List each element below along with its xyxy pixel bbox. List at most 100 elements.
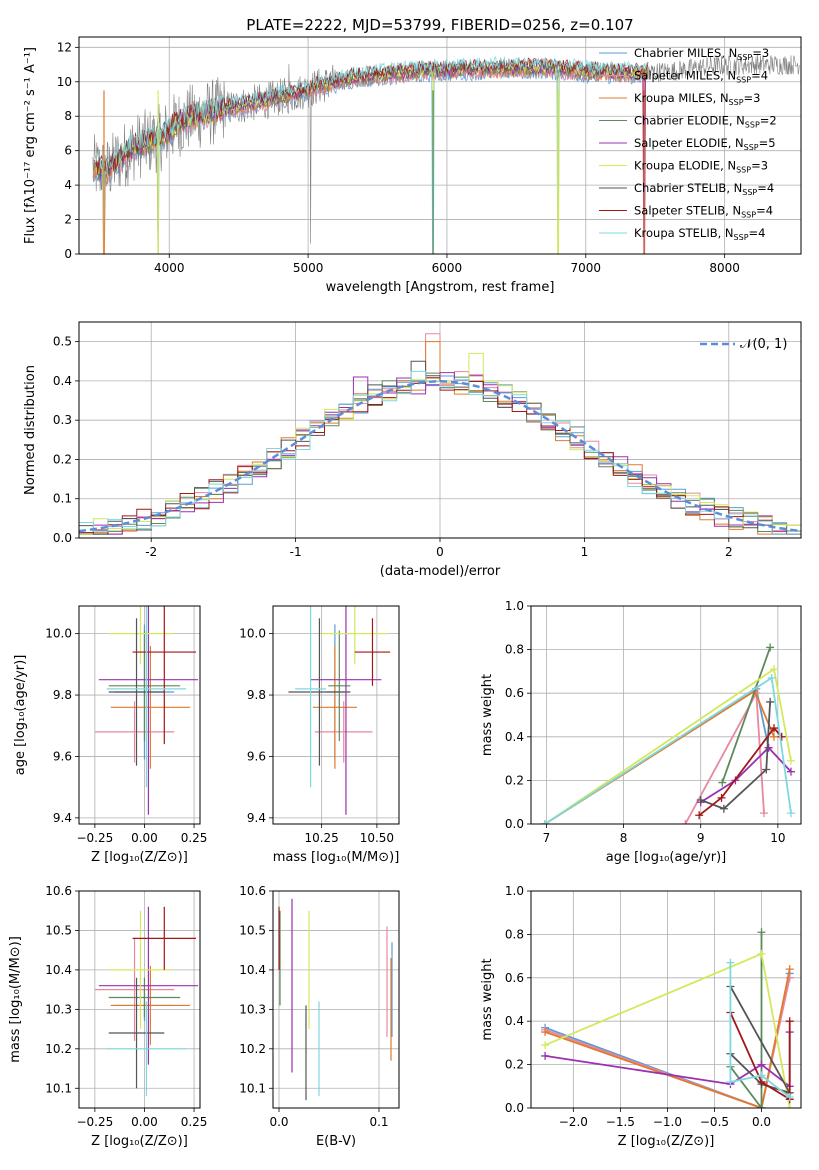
weight-series-line bbox=[700, 746, 792, 803]
residuals-tick-label-x: 0 bbox=[436, 545, 444, 559]
mass_vs_Z-tick-label-y: 10.3 bbox=[45, 1002, 72, 1016]
weight-point-marker bbox=[541, 1028, 550, 1037]
errorbar-point bbox=[108, 977, 165, 1089]
weight-series-line bbox=[544, 968, 791, 1108]
weight_vs_Z-tick-label-y: 0.4 bbox=[505, 1014, 524, 1028]
legend-entry-sub: SSP bbox=[729, 98, 744, 107]
weight_vs_age-tick-label-x: 9 bbox=[697, 831, 705, 845]
weight_vs_age-tick-label-y: 0.6 bbox=[505, 686, 524, 700]
axes-frame bbox=[78, 36, 802, 255]
weight-point-marker bbox=[717, 793, 726, 802]
age_vs_Z-tick-label-y: 10.0 bbox=[45, 627, 72, 641]
mass_vs_ebv-tick-label-y: 10.1 bbox=[239, 1081, 266, 1095]
legend-entry-label: Kroupa ELODIE, N bbox=[634, 159, 736, 173]
weight-point-marker bbox=[777, 732, 786, 741]
legend-entry-label: Kroupa MILES, N bbox=[634, 91, 729, 105]
errorbar-point bbox=[310, 606, 382, 815]
weight-series-line bbox=[729, 1012, 791, 1101]
age_vs_mass-tick-label-x: 10.50 bbox=[360, 831, 394, 845]
legend-entry: Chabrier MILES, NSSP=3 bbox=[634, 46, 769, 62]
errorbar-point bbox=[110, 965, 191, 1045]
weight-point-marker bbox=[696, 796, 705, 805]
weight_vs_Z-tick-label-x: −1.5 bbox=[606, 1115, 635, 1129]
weight_vs_Z-tick-label-y: 0.2 bbox=[505, 1058, 524, 1072]
weight-point-marker bbox=[767, 673, 776, 682]
spectrum-tick-label-x: 6000 bbox=[432, 261, 463, 275]
legend-entry-label: Kroupa STELIB, N bbox=[634, 226, 734, 240]
residuals-tick-label-x: 2 bbox=[725, 545, 733, 559]
legend-entry-suffix: =4 bbox=[756, 204, 773, 218]
age_vs_Z-xlabel: Z [log₁₀(Z/Z⊙)] bbox=[91, 850, 188, 865]
weight-point-marker bbox=[757, 1071, 766, 1080]
errorbar-point bbox=[132, 606, 197, 745]
weight-point-marker bbox=[785, 1093, 794, 1102]
age_vs_mass-tick-label-x: 10.25 bbox=[304, 831, 338, 845]
residuals-tick-label-y: 0.0 bbox=[53, 531, 72, 545]
weight_vs_age-ylabel: mass weight bbox=[480, 674, 495, 756]
weight-point-marker bbox=[757, 1104, 766, 1108]
axes-frame bbox=[530, 605, 802, 825]
errorbar-point bbox=[312, 645, 357, 769]
mass_vs_Z-tick-label-y: 10.6 bbox=[45, 884, 72, 898]
weight_vs_age-tick-label-y: 0.8 bbox=[505, 643, 524, 657]
errorbar-point bbox=[108, 910, 173, 1030]
age_vs_Z-tick-label-x: 0.25 bbox=[181, 831, 208, 845]
residuals-tick-label-y: 0.1 bbox=[53, 492, 72, 506]
age_vs_mass-axes: 10.25 10.50 9.4 9.6 9.8 10.0 mass [log₁₀(M/M⊙)… bbox=[239, 606, 399, 865]
errorbar-point bbox=[315, 701, 373, 763]
mass_vs_Z-tick-label-y: 10.1 bbox=[45, 1081, 72, 1095]
mass_vs_Z-tick-label-x: 0.00 bbox=[131, 1115, 158, 1129]
age_vs_mass-tick-label-y: 9.8 bbox=[247, 688, 266, 702]
spectrum-tick-label-x: 8000 bbox=[709, 261, 740, 275]
errorbar-point bbox=[94, 938, 175, 1041]
errorbar-point bbox=[106, 1001, 187, 1097]
residuals-tick-label-x: -1 bbox=[290, 545, 302, 559]
legend-entry-label: Chabrier ELODIE, N bbox=[634, 114, 745, 128]
residuals-tick-label-y: 0.5 bbox=[53, 335, 72, 349]
weight-point-marker bbox=[770, 732, 778, 741]
mass_vs_Z-tick-label-y: 10.2 bbox=[45, 1042, 72, 1056]
age_vs_Z-plot-area bbox=[94, 606, 199, 815]
weight_vs_age-tick-label-y: 0.2 bbox=[505, 773, 524, 787]
mass_vs_ebv-tick-label-y: 10.5 bbox=[239, 923, 266, 937]
legend-entry-sub: SSP bbox=[741, 211, 756, 220]
weight_vs_age-xlabel: age [log₁₀(age/yr)] bbox=[606, 850, 727, 865]
legend-entry-suffix: =3 bbox=[752, 46, 769, 60]
legend-entry: Kroupa STELIB, NSSP=4 bbox=[634, 226, 765, 242]
axes-frame bbox=[78, 890, 201, 1109]
age_vs_Z-axes: −0.25 0.00 0.25 9.4 9.6 9.8 10.0 Z [log₁₀(Z/Z⊙)… bbox=[13, 606, 207, 865]
errorbar-point bbox=[321, 606, 388, 665]
legend-entry-sub: SSP bbox=[734, 233, 749, 242]
legend-entry-sub: SSP bbox=[736, 76, 751, 85]
weight-point-marker bbox=[785, 1017, 794, 1026]
spectrum-tick-label-y: 4 bbox=[64, 178, 72, 192]
weight-point-marker bbox=[766, 697, 775, 706]
legend-entry-suffix: =3 bbox=[744, 91, 761, 105]
age_vs_Z-ylabel: age [log₁₀(age/yr)] bbox=[13, 655, 28, 776]
weight_vs_Z-tick-label-x: −2.0 bbox=[559, 1115, 588, 1129]
legend-entry: Kroupa MILES, NSSP=3 bbox=[634, 91, 760, 107]
residuals-tick-label-y: 0.4 bbox=[53, 374, 72, 388]
weight_vs_Z-xlabel: Z [log₁₀(Z/Z⊙)] bbox=[618, 1134, 715, 1149]
mass_vs_Z-plot-area bbox=[94, 906, 199, 1097]
residual-histogram-step bbox=[79, 370, 801, 535]
errorbar-point bbox=[106, 606, 187, 788]
spectrum-tick-label-x: 7000 bbox=[571, 261, 602, 275]
spectrum-tick-label-y: 2 bbox=[64, 213, 72, 227]
weight-point-marker bbox=[681, 820, 690, 824]
legend-entry-suffix: =4 bbox=[757, 181, 774, 195]
axes-frame bbox=[272, 890, 400, 1109]
errorbar-point bbox=[94, 701, 175, 763]
weight-point-marker bbox=[757, 1060, 766, 1069]
weight-point-marker bbox=[759, 809, 768, 818]
weight-series-line bbox=[729, 962, 791, 1098]
legend-entry-sub: SSP bbox=[742, 188, 757, 197]
gaussian-curve bbox=[79, 380, 801, 533]
residuals-tick-label-x: 1 bbox=[581, 545, 589, 559]
legend-entry-sub: SSP bbox=[737, 53, 752, 62]
weight-point-marker bbox=[719, 804, 728, 813]
weight_vs_age-tick-label-x: 8 bbox=[620, 831, 628, 845]
mass_vs_ebv-tick-label-y: 10.4 bbox=[239, 963, 266, 977]
spectrum-tick-label-y: 0 bbox=[64, 247, 72, 261]
weight_vs_age-plot-area bbox=[540, 643, 795, 824]
